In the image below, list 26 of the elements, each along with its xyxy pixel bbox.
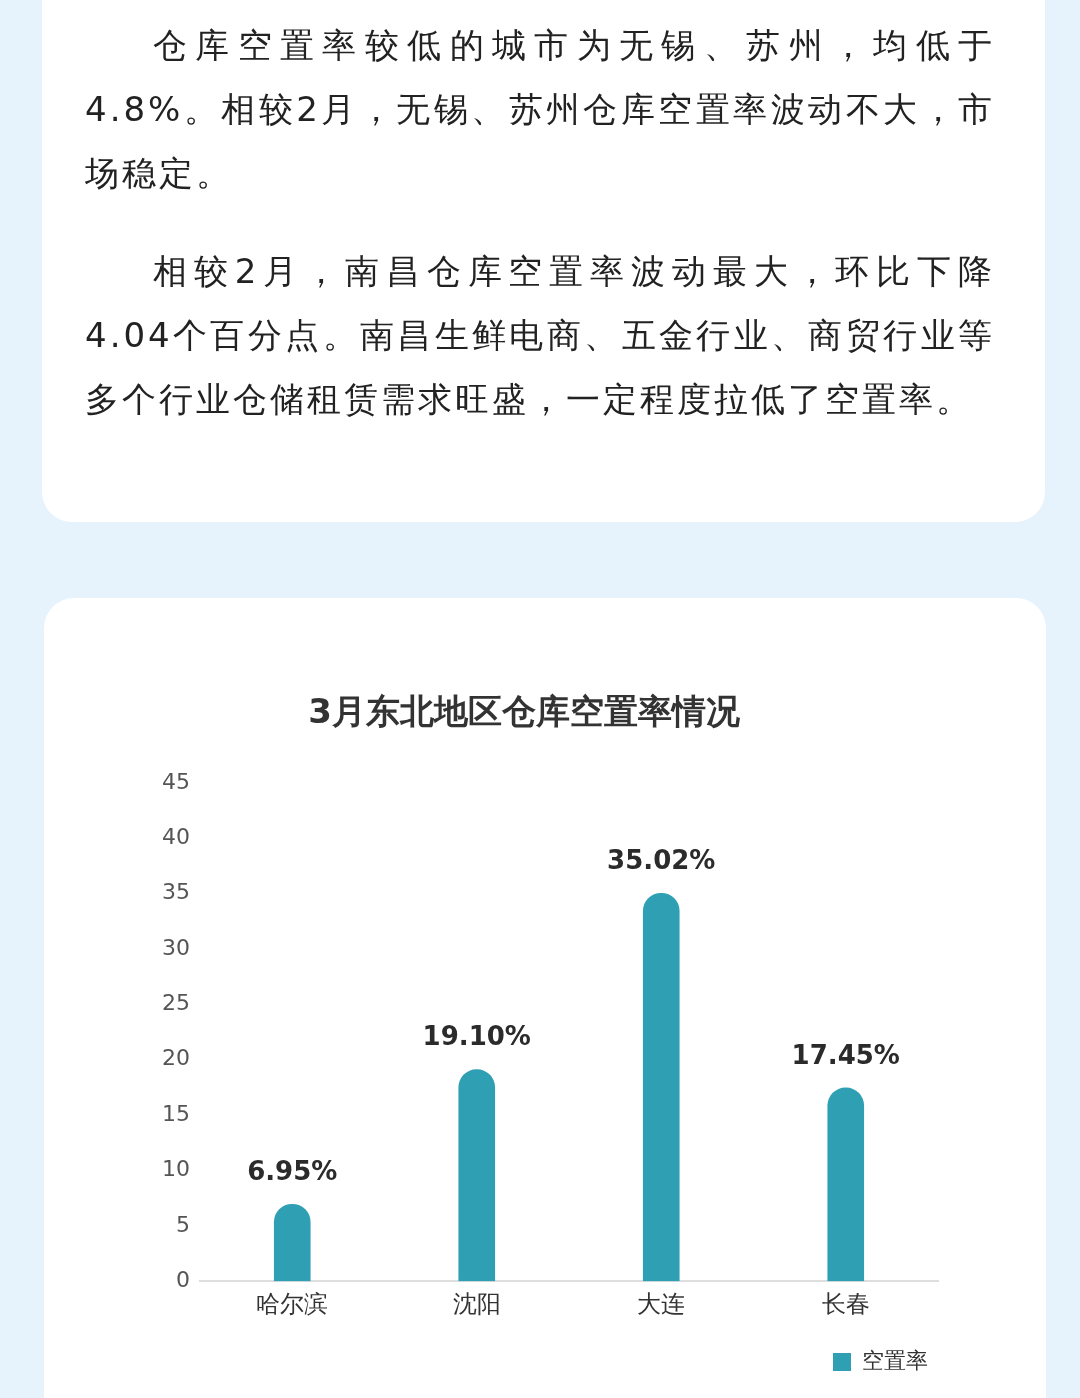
x-tick-label: 大连 <box>637 1289 686 1318</box>
y-tick-label: 20 <box>162 1045 190 1071</box>
y-tick-label: 45 <box>162 768 190 794</box>
y-tick-label: 35 <box>162 879 190 905</box>
text: 仓库空置率较低的城市为无锡、苏州，均低于4.8%。相较2月，无锡、苏州仓库空置率波动不大，市场稳定。 <box>85 24 995 195</box>
y-tick-label: 40 <box>162 823 190 849</box>
bar <box>273 1203 311 1282</box>
legend-label: 空置率 <box>862 1347 928 1373</box>
x-tick-label: 沈阳 <box>452 1289 501 1318</box>
chart-title: 3月东北地区仓库空置率情况 <box>308 691 741 732</box>
y-tick-label: 15 <box>162 1100 190 1126</box>
x-tick-label: 长春 <box>821 1289 870 1318</box>
data-label: 19.10% <box>422 1021 531 1052</box>
y-tick-label: 0 <box>176 1266 190 1292</box>
y-tick-label: 25 <box>162 990 190 1016</box>
text: 相较2月，南昌仓库空置率波动最大，环比下降4.04个百分点。南昌生鲜电商、五金行业、商贸行业等多个行业仓储租赁需求旺盛，一定程度拉低了空置率。 <box>85 250 995 421</box>
bar <box>642 893 680 1282</box>
data-label: 17.45% <box>791 1039 900 1070</box>
y-tick-label: 10 <box>162 1156 190 1182</box>
data-label: 35.02% <box>607 845 716 876</box>
bar <box>458 1069 496 1282</box>
x-tick-label: 哈尔滨 <box>256 1289 329 1318</box>
data-label: 6.95% <box>247 1155 338 1186</box>
bar <box>827 1087 865 1282</box>
y-tick-label: 5 <box>176 1211 190 1237</box>
y-tick-label: 30 <box>162 934 190 960</box>
